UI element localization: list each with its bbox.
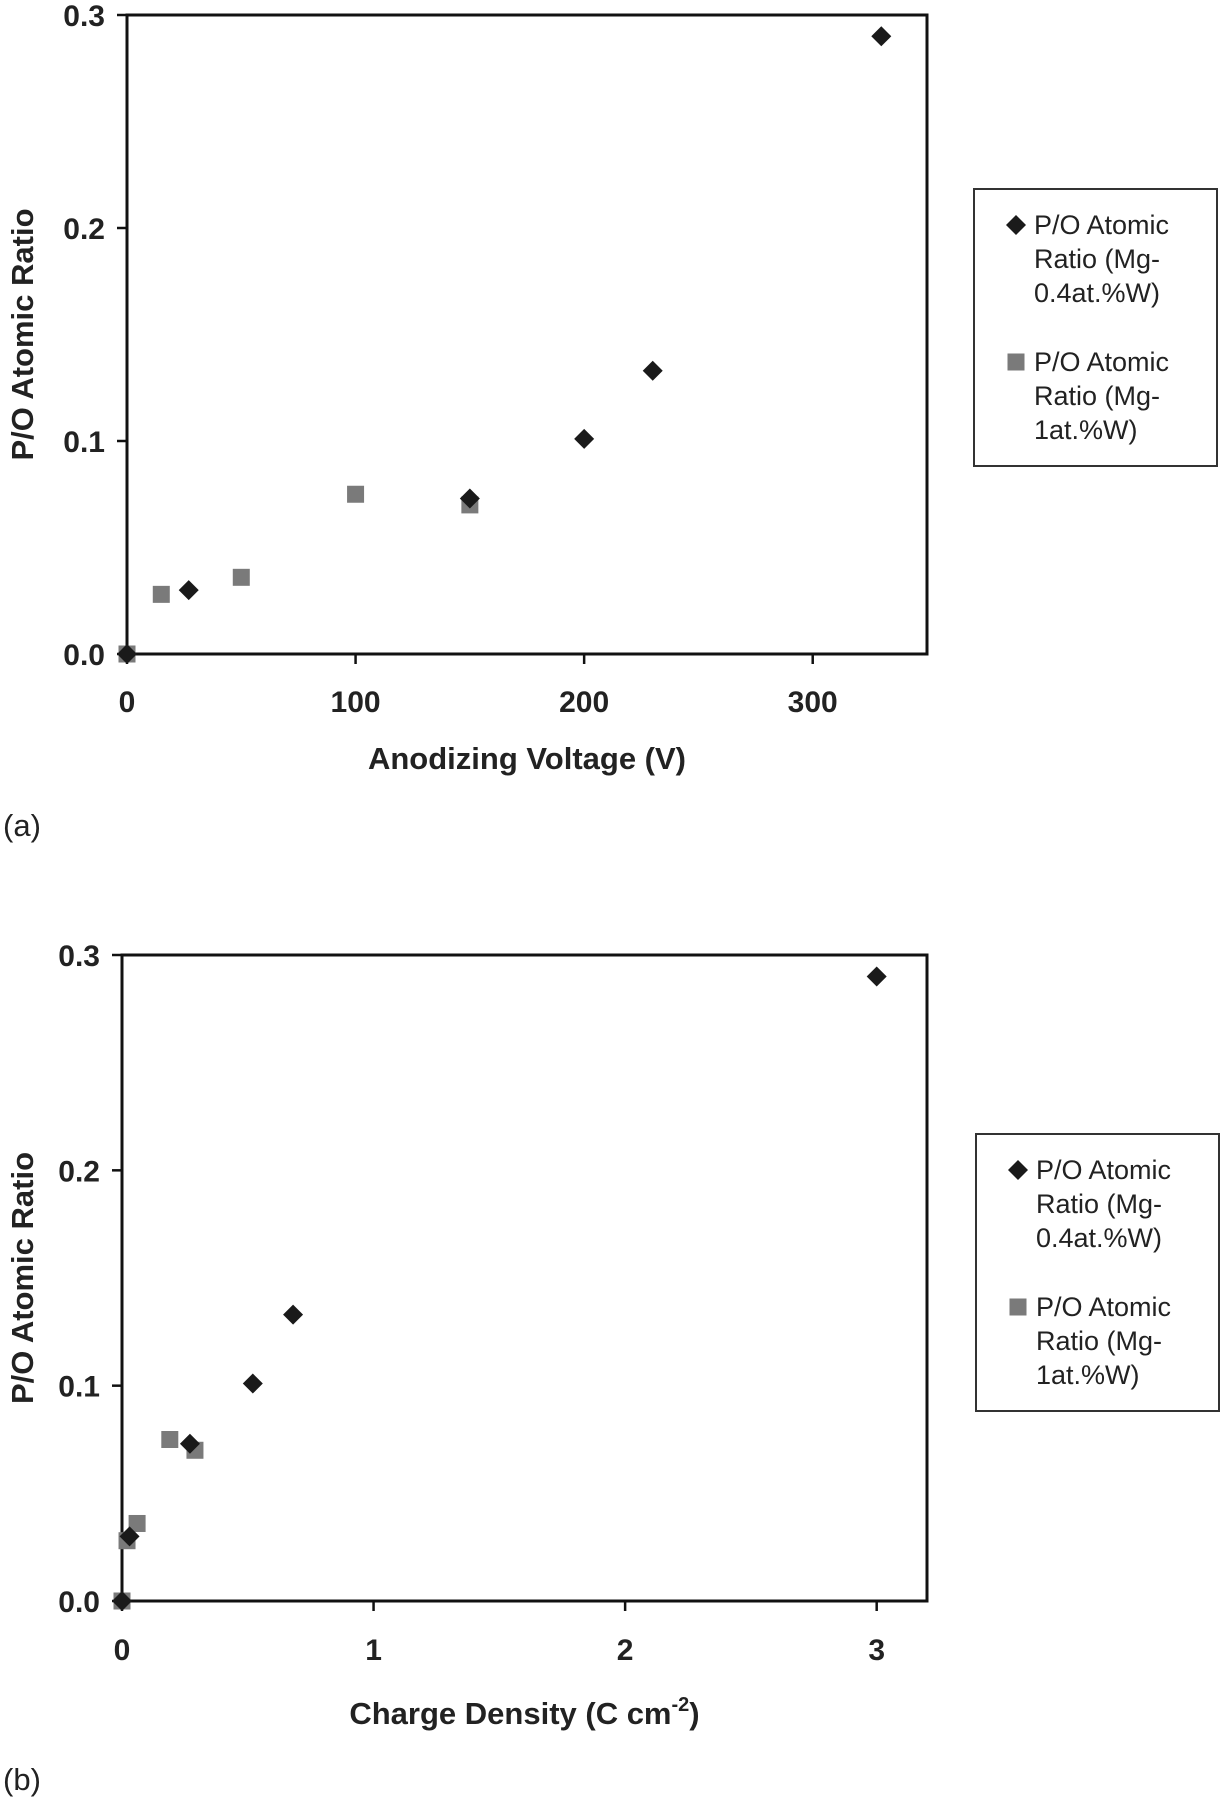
legend-marker	[1007, 353, 1025, 371]
x-tick-label: 0	[114, 1634, 131, 1667]
x-axis-label: Anodizing Voltage (V)	[368, 741, 686, 776]
panel-label: (a)	[3, 808, 41, 843]
x-tick-label: 2	[617, 1634, 634, 1667]
legend-label: P/O Atomic Ratio (Mg-1at.%W)	[1036, 1292, 1171, 1390]
x-axis-label: Charge Density (C cm-2)	[349, 1694, 699, 1731]
y-tick-label: 0.2	[63, 213, 105, 246]
x-tick-label: 100	[331, 686, 381, 719]
data-point	[179, 1433, 200, 1454]
legend-box	[973, 188, 1218, 467]
x-tick-label: 200	[559, 686, 609, 719]
y-tick-label: 0.2	[58, 1155, 100, 1188]
series-mg-0-4at-w	[117, 26, 892, 664]
legend: P/O Atomic Ratio (Mg-0.4at.%W) P/O Atomic R…	[973, 188, 1218, 467]
data-point	[161, 1431, 179, 1448]
chart-panel-b: 0 1 2 3 0.0 0.1 0.2 0.3 Charge Density (C cm-2) P…	[3, 940, 1220, 1797]
y-tick-label: 0.1	[63, 426, 105, 459]
data-point	[152, 585, 170, 603]
data-point	[459, 488, 480, 509]
legend-label: P/O Atomic Ratio (Mg-0.4at.%W)	[1036, 1155, 1171, 1253]
data-point	[119, 1526, 140, 1547]
y-tick-label: 0.3	[58, 940, 100, 973]
panel-label: (b)	[3, 1762, 41, 1797]
data-point	[642, 360, 663, 381]
data-point	[128, 1514, 146, 1532]
y-tick-label: 0.3	[63, 0, 105, 33]
data-point	[866, 966, 887, 987]
x-tick-label: 1	[365, 1634, 382, 1667]
data-point	[871, 26, 892, 47]
series-mg-0-4at-w	[112, 966, 887, 1611]
y-tick-label: 0.1	[58, 1371, 100, 1404]
legend-marker	[1008, 1160, 1028, 1180]
data-point	[347, 485, 365, 503]
legend-marker	[1009, 1298, 1027, 1316]
plot-area	[120, 953, 929, 1603]
data-point	[283, 1304, 304, 1325]
legend-marker	[1006, 215, 1026, 235]
x-tick-label: 0	[119, 686, 136, 719]
y-axis-label: P/O Atomic Ratio	[5, 1152, 40, 1404]
y-tick-label: 0.0	[58, 1586, 100, 1619]
data-point	[178, 580, 199, 601]
legend-label: P/O Atomic Ratio (Mg-1at.%W)	[1034, 347, 1169, 445]
data-point	[117, 644, 137, 664]
chart-panel-a: 0 100 200 300 0.0 0.1 0.2 0.3 Anodizing Voltage …	[3, 0, 1218, 843]
y-tick-label: 0.0	[63, 639, 105, 672]
legend: P/O Atomic Ratio (Mg-0.4at.%W) P/O Atomic R…	[975, 1133, 1220, 1412]
legend-label: P/O Atomic Ratio (Mg-0.4at.%W)	[1034, 210, 1169, 308]
legend-box	[975, 1133, 1220, 1412]
x-tick-label: 300	[788, 686, 838, 719]
plot-area	[125, 13, 929, 656]
data-point	[242, 1373, 263, 1394]
y-axis-label: P/O Atomic Ratio	[5, 208, 40, 460]
x-tick-label: 3	[868, 1634, 885, 1667]
data-point	[574, 428, 595, 449]
series-mg-1at-w	[113, 1431, 204, 1610]
data-point	[232, 568, 250, 586]
data-point	[112, 1591, 132, 1611]
series-mg-1at-w	[118, 485, 479, 663]
